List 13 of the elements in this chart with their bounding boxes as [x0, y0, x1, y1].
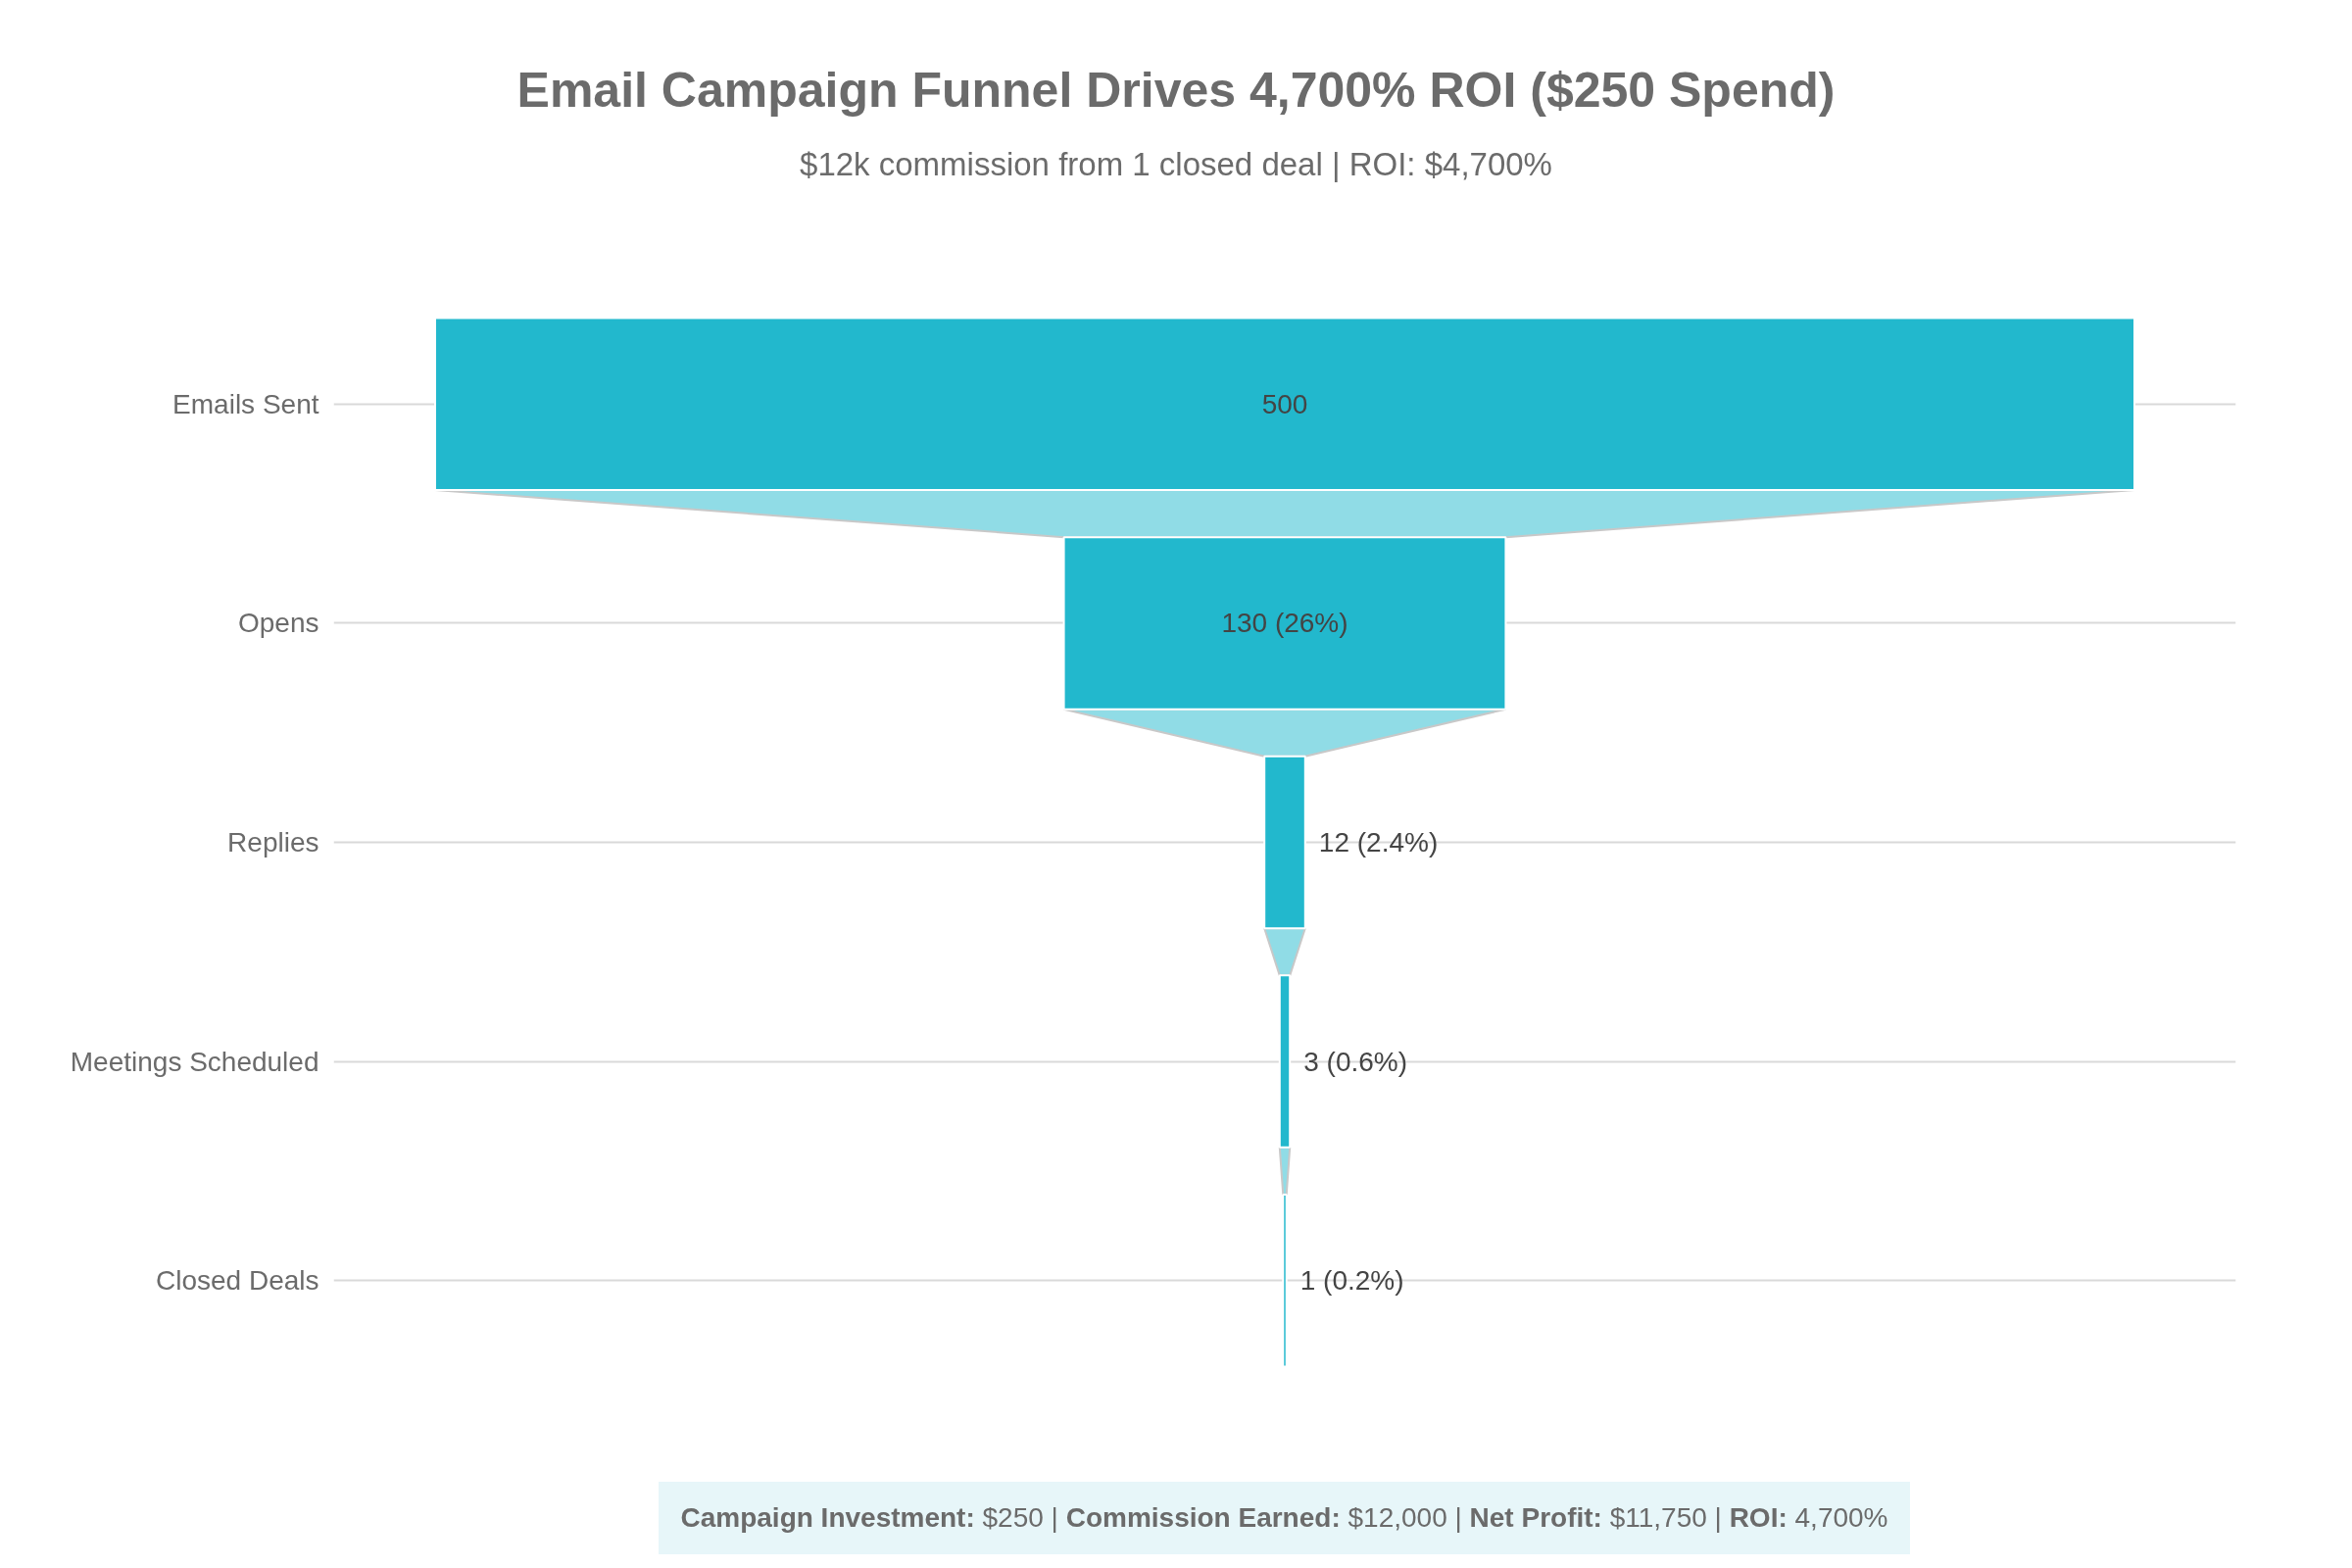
text: Email Campaign Funnel Drives 4,700% ROI ($250 Spend) [515, 62, 1837, 120]
category-label: Closed Deals [155, 1265, 319, 1297]
data-label: 500 [1261, 388, 1308, 419]
data-label: 12 (2.4%) [1318, 827, 1439, 858]
text: Campaign Investment: $250 | Commission Earned: $12,000 | Net Profit: $11,750 | ROI: 4,700% [659, 1482, 1910, 1554]
category-label: Meetings Scheduled [70, 1046, 319, 1077]
category-label: Emails Sent [172, 388, 319, 419]
category-label: Replies [227, 827, 319, 858]
data-label: 130 (26%) [1221, 608, 1348, 639]
category-label: Opens [238, 608, 319, 639]
data-label: 3 (0.6%) [1303, 1046, 1408, 1077]
text: $12k commission from 1 closed deal | ROI: $4,700% [799, 145, 1553, 184]
data-label: 1 (0.2%) [1299, 1265, 1404, 1297]
